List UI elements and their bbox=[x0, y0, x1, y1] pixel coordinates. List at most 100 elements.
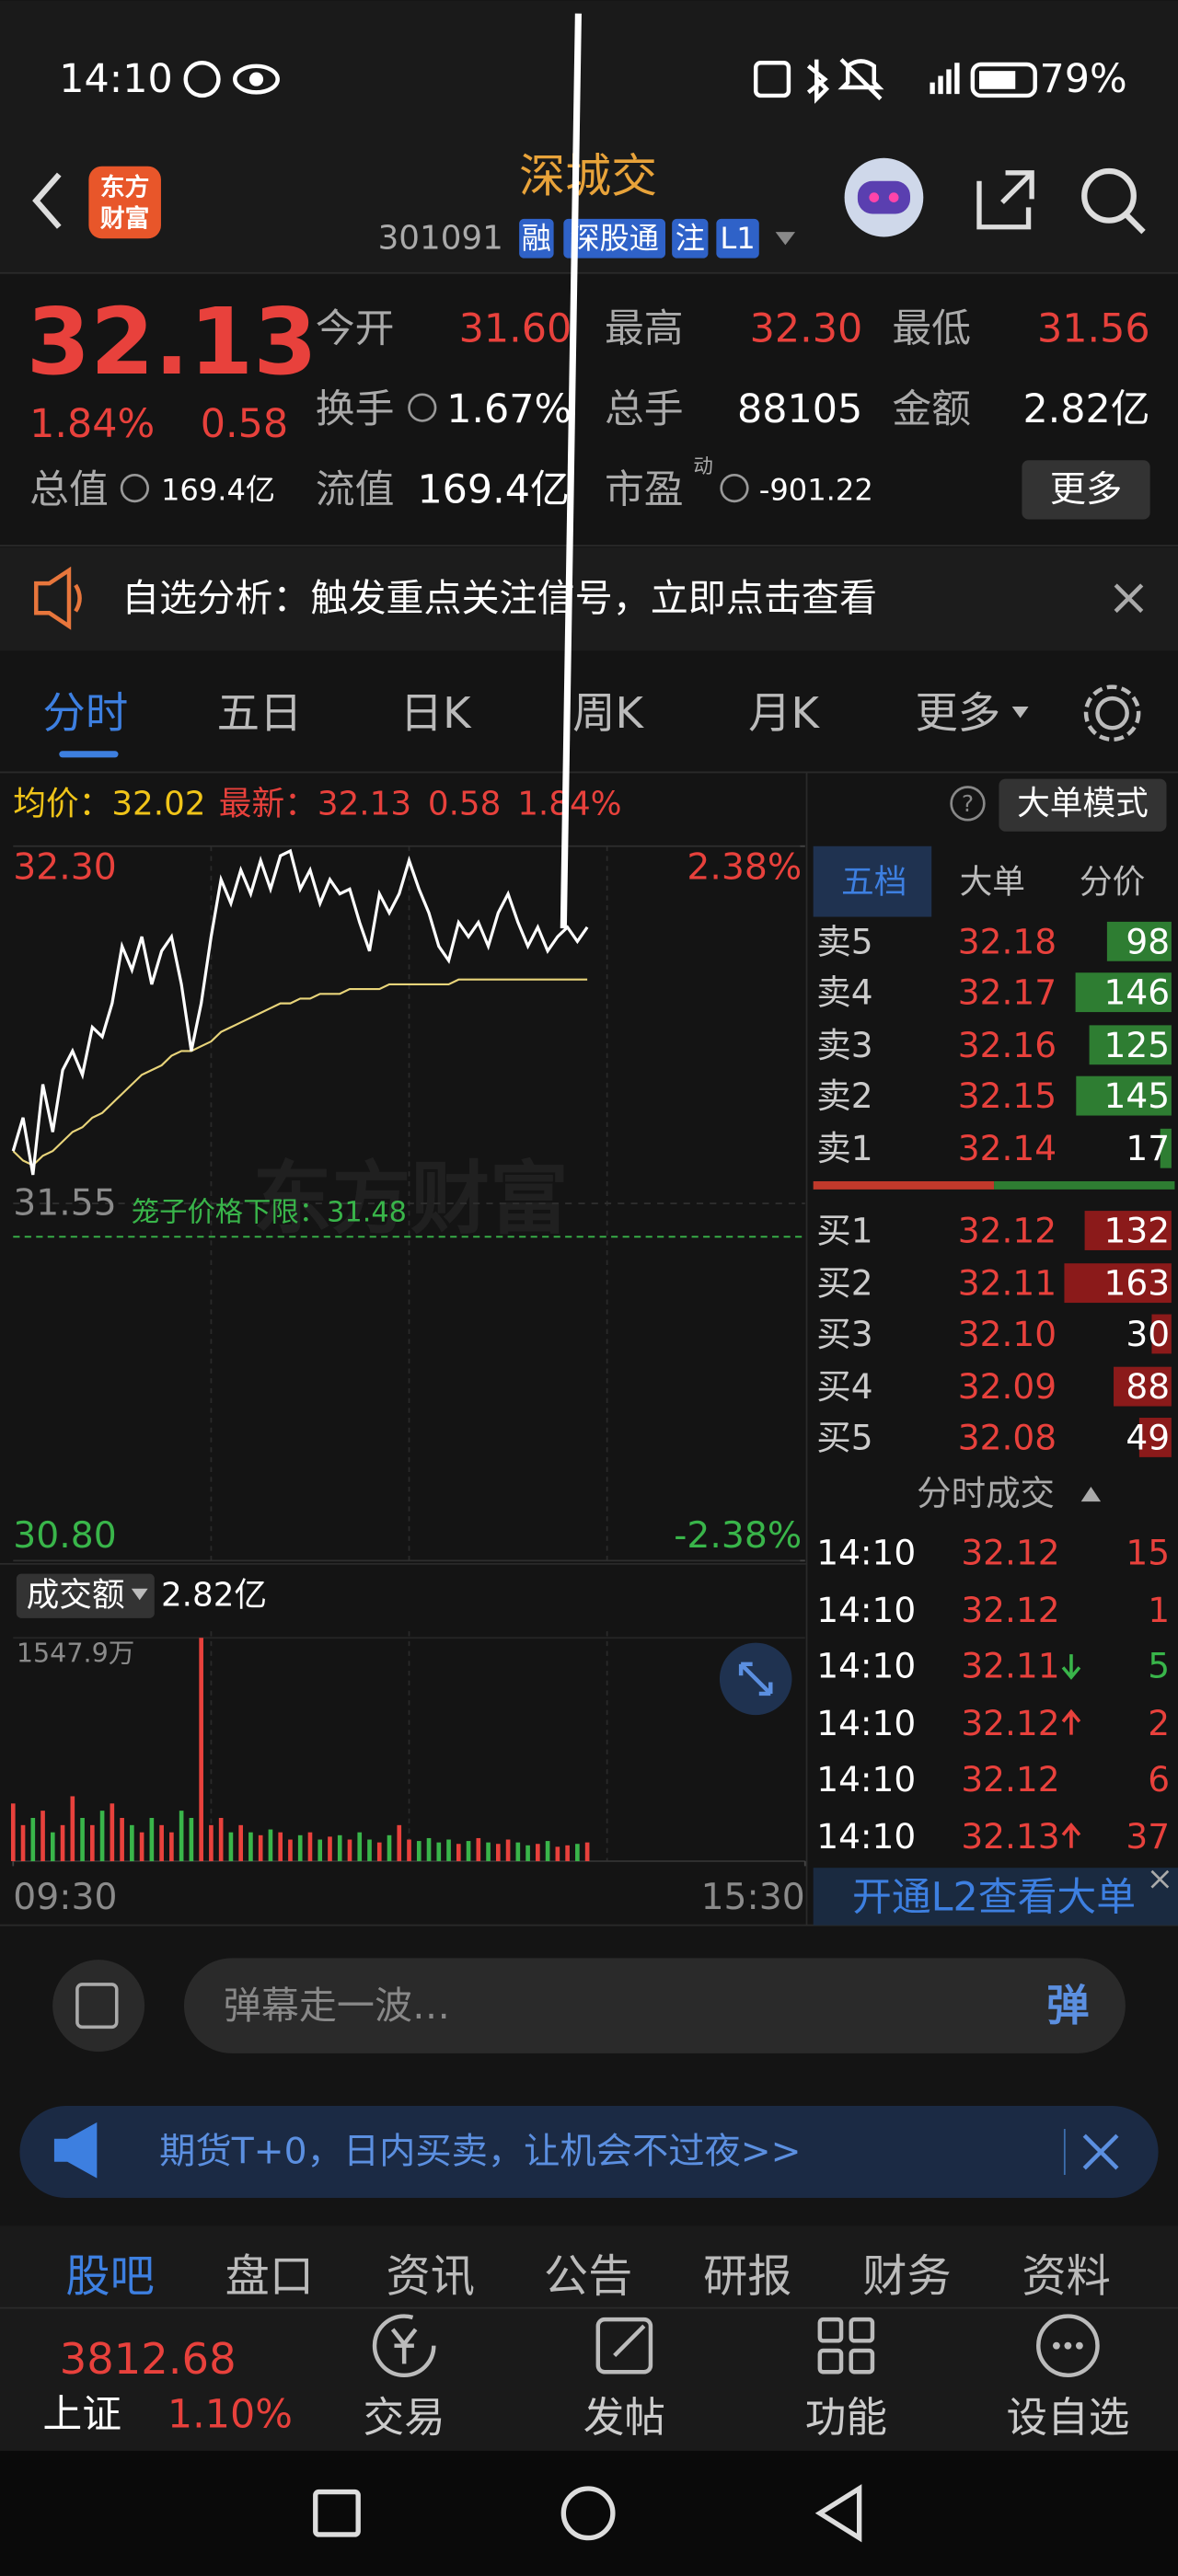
l2-link-bg[interactable] bbox=[813, 1868, 1178, 1926]
share-button[interactable] bbox=[976, 170, 1034, 230]
index-name: 上证 bbox=[42, 2392, 121, 2438]
ad-bg[interactable] bbox=[19, 2106, 1159, 2199]
speaker-icon bbox=[34, 566, 82, 630]
back-button[interactable] bbox=[32, 172, 62, 229]
search-button[interactable] bbox=[1081, 167, 1146, 235]
field-label: 总值 bbox=[29, 466, 109, 512]
volume-bar bbox=[357, 1832, 363, 1862]
volume-bar bbox=[218, 1817, 224, 1862]
more-button[interactable]: 更多 bbox=[1050, 469, 1123, 511]
x-tick-label: 09:30 bbox=[13, 1877, 117, 1918]
ask-volume-bar bbox=[1076, 1075, 1172, 1116]
trade-volume: 15 bbox=[1126, 1532, 1170, 1572]
chart-tab[interactable]: 分时 bbox=[42, 688, 128, 738]
book-tab[interactable]: 分价 bbox=[1080, 864, 1145, 902]
chart-tab[interactable]: 月K bbox=[748, 688, 820, 738]
book-price: 32.16 bbox=[958, 1025, 1057, 1065]
info-avg-label: 均价： bbox=[13, 785, 111, 822]
close-l2[interactable] bbox=[1150, 1869, 1170, 1889]
sub-tab[interactable]: 股吧 bbox=[65, 2251, 154, 2303]
ask-volume-bar bbox=[1075, 972, 1172, 1013]
close-banner[interactable] bbox=[1114, 583, 1144, 614]
comment-placeholder[interactable]: 弹幕走一波… bbox=[224, 1984, 450, 2028]
sub-tab[interactable]: 公告 bbox=[544, 2251, 632, 2303]
volume-bar bbox=[376, 1842, 382, 1862]
trade-volume: 37 bbox=[1126, 1816, 1170, 1857]
book-price: 32.09 bbox=[958, 1366, 1057, 1407]
volume-bar bbox=[139, 1832, 144, 1862]
bottom-bg bbox=[0, 2225, 1178, 2451]
book-label: 买4 bbox=[816, 1366, 872, 1407]
volume-bar bbox=[199, 1638, 203, 1862]
nav-item[interactable]: 设自选 bbox=[1006, 2394, 1129, 2442]
expand-button[interactable] bbox=[719, 1642, 792, 1716]
nav-item[interactable]: 发帖 bbox=[583, 2394, 665, 2442]
trade-time: 14:10 bbox=[816, 1703, 916, 1743]
ad-text[interactable]: 期货T+0，日内买卖，让机会不过夜>> bbox=[159, 2132, 801, 2173]
volume-bar bbox=[120, 1817, 124, 1862]
close-ad[interactable] bbox=[1082, 2133, 1119, 2170]
mode-button-bg[interactable] bbox=[999, 778, 1167, 832]
volume-bar bbox=[130, 1824, 134, 1862]
price-line bbox=[11, 848, 589, 1176]
field-value: 88105 bbox=[737, 386, 862, 432]
sub-tab[interactable]: 财务 bbox=[862, 2251, 951, 2303]
mode-button[interactable]: 大单模式 bbox=[1017, 785, 1149, 822]
volume-bar bbox=[347, 1839, 352, 1862]
comment-icon[interactable] bbox=[52, 1960, 145, 2053]
book-volume: 98 bbox=[1126, 921, 1170, 961]
book-label: 买2 bbox=[816, 1263, 872, 1304]
stock-tag: 融 bbox=[522, 221, 551, 256]
volume-selector[interactable]: 成交额 bbox=[27, 1576, 125, 1614]
index-value[interactable]: 3812.68 bbox=[60, 2334, 237, 2384]
comment-input-bg[interactable] bbox=[183, 1958, 1126, 2053]
volume-bar bbox=[90, 1824, 95, 1862]
change-amount: 0.58 bbox=[201, 401, 288, 447]
volume-bar bbox=[397, 1824, 402, 1862]
sub-tab[interactable]: 盘口 bbox=[225, 2251, 314, 2303]
robot-avatar[interactable] bbox=[844, 157, 924, 237]
system-nav[interactable] bbox=[313, 2484, 862, 2543]
comment-button[interactable]: 弹 bbox=[1046, 1981, 1089, 2030]
volume-bar bbox=[30, 1817, 36, 1862]
volume-bar bbox=[515, 1842, 521, 1862]
volume-bar bbox=[149, 1817, 155, 1862]
bid-volume-bar bbox=[1138, 1418, 1172, 1457]
system-nav-bg bbox=[0, 2450, 1178, 2576]
nav-item[interactable]: 功能 bbox=[805, 2394, 887, 2442]
stock-tag-bg bbox=[716, 218, 759, 259]
chart-tab[interactable]: 更多 bbox=[915, 688, 1000, 738]
help-icon[interactable] bbox=[950, 786, 986, 822]
settings-icon[interactable] bbox=[1083, 684, 1141, 742]
field-value: 169.4亿 bbox=[417, 466, 569, 512]
book-label: 卖5 bbox=[816, 921, 872, 961]
sub-tab[interactable]: 资料 bbox=[1022, 2251, 1110, 2303]
sub-tab[interactable]: 资讯 bbox=[387, 2251, 475, 2303]
logo-text: 东方 bbox=[100, 172, 150, 201]
sub-tab[interactable]: 研报 bbox=[703, 2251, 791, 2303]
y-tick-label: 1547.9万 bbox=[17, 1637, 134, 1668]
volume-bar bbox=[545, 1841, 550, 1862]
more-button-bg[interactable] bbox=[1022, 460, 1150, 520]
nav-item[interactable]: 交易 bbox=[364, 2394, 445, 2442]
book-volume: 163 bbox=[1104, 1263, 1171, 1304]
trade-direction bbox=[1061, 1822, 1081, 1848]
volume-bar bbox=[584, 1842, 590, 1862]
l2-link[interactable]: 开通L2查看大单 bbox=[852, 1874, 1136, 1920]
stock-tag-bg bbox=[672, 218, 709, 259]
selector-bg[interactable] bbox=[16, 1573, 155, 1618]
dropdown-arrow[interactable] bbox=[775, 232, 796, 246]
chart-tab[interactable]: 五日 bbox=[217, 688, 303, 738]
bid-volume-bar bbox=[1114, 1366, 1172, 1407]
tab-active-bg bbox=[813, 845, 932, 917]
chart-tab[interactable]: 日K bbox=[400, 688, 472, 738]
book-tab[interactable]: 五档 bbox=[841, 864, 907, 902]
chart-tab[interactable]: 周K bbox=[572, 688, 644, 738]
banner-text[interactable]: 自选分析：触发重点关注信号，立即点击查看 bbox=[121, 576, 877, 620]
book-volume: 125 bbox=[1104, 1025, 1171, 1065]
volume-bar bbox=[416, 1841, 422, 1862]
book-tab[interactable]: 大单 bbox=[960, 864, 1025, 902]
field-label: 市盈 bbox=[605, 466, 684, 512]
field-value: 169.4亿 bbox=[161, 472, 275, 507]
volume-total: 2.82亿 bbox=[161, 1576, 267, 1614]
